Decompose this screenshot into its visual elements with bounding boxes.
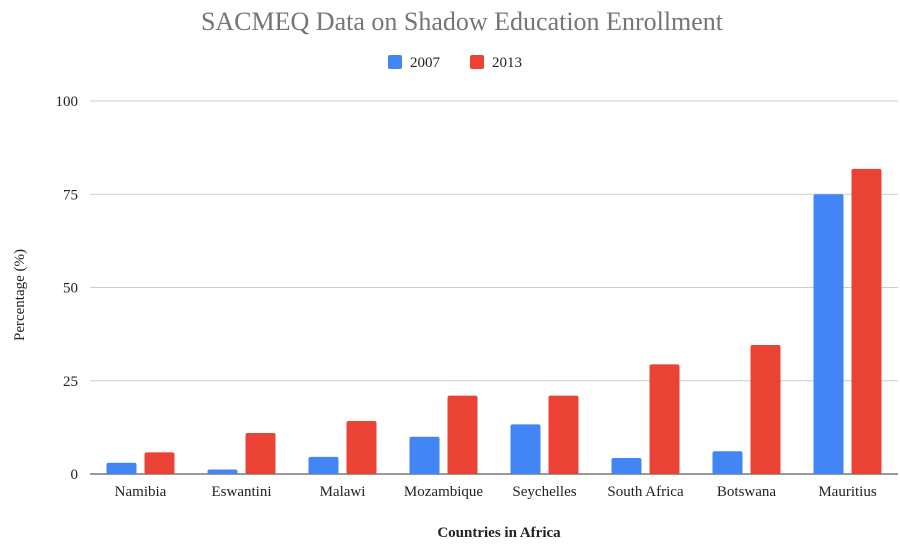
x-axis-ticks: Namibia Eswantini Malawi Mozambique Seychell… — [115, 484, 877, 500]
bar-2007-mozambique — [409, 436, 440, 474]
chart-title: SACMEQ Data on Shadow Education Enrollme… — [201, 7, 724, 36]
y-tick-label: 75 — [63, 187, 78, 203]
bar-2007-south-africa — [611, 457, 642, 474]
bar-2007-botswana — [712, 451, 743, 474]
bar-2013-mozambique — [447, 395, 478, 474]
y-axis-title: Percentage (%) — [12, 249, 28, 341]
bar-2013-malawi — [346, 421, 377, 474]
bar-2007-namibia — [106, 462, 137, 474]
bar-2013-namibia — [144, 452, 175, 474]
x-tick-label: Namibia — [115, 484, 167, 500]
x-tick-label: Seychelles — [512, 484, 576, 500]
legend-label-2007: 2007 — [410, 55, 441, 71]
y-tick-label: 0 — [71, 467, 79, 483]
bar-2013-botswana — [750, 344, 781, 474]
bar-2007-seychelles — [510, 424, 541, 474]
x-tick-label: Eswantini — [212, 484, 272, 500]
x-tick-label: Mauritius — [818, 484, 876, 500]
bar-2013-south-africa — [649, 364, 680, 474]
bar-2007-mauritius — [813, 194, 844, 474]
y-tick-label: 50 — [63, 281, 78, 297]
legend-label-2013: 2013 — [492, 55, 522, 71]
y-axis-ticks: 0 25 50 75 100 — [56, 94, 79, 483]
bar-2013-eswantini — [245, 432, 276, 474]
x-tick-label: South Africa — [607, 484, 684, 500]
x-tick-label: Mozambique — [404, 484, 483, 500]
bars — [106, 168, 882, 475]
bar-2007-eswantini — [207, 469, 238, 474]
x-tick-label: Botswana — [717, 484, 777, 500]
bar-2007-malawi — [308, 456, 339, 474]
bar-2013-seychelles — [548, 395, 579, 474]
y-tick-label: 25 — [63, 374, 78, 390]
y-tick-label: 100 — [56, 94, 79, 110]
legend-swatch-2007 — [388, 55, 402, 69]
legend: 2007 2013 — [388, 55, 522, 71]
x-axis-title: Countries in Africa — [437, 525, 561, 541]
x-tick-label: Malawi — [320, 484, 366, 500]
bar-2013-mauritius — [851, 168, 882, 475]
legend-swatch-2013 — [470, 55, 484, 69]
